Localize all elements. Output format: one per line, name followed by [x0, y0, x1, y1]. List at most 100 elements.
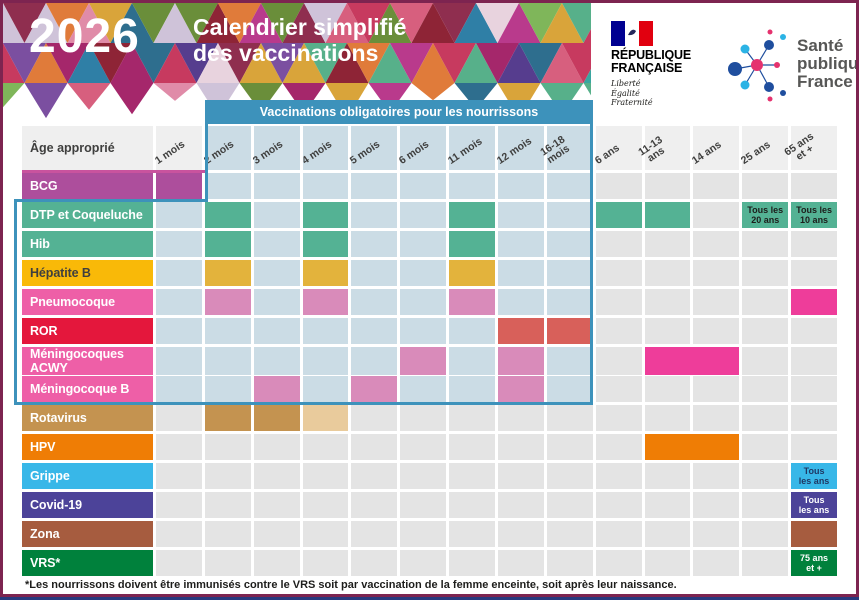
empty-cell — [498, 521, 544, 547]
row-label: HPV — [22, 434, 153, 460]
empty-cell — [400, 434, 447, 460]
empty-cell — [595, 376, 642, 402]
empty-cell — [351, 260, 398, 286]
empty-cell — [693, 492, 740, 518]
empty-cell — [156, 347, 202, 375]
empty-cell — [351, 492, 398, 518]
empty-cell — [742, 289, 789, 315]
dose-cell: Tous les ans — [791, 463, 837, 489]
row-label: Hépatite B — [22, 260, 153, 286]
empty-cell — [498, 492, 544, 518]
dose-cell: Tous les 10 ans — [791, 202, 837, 228]
empty-cell — [546, 405, 593, 431]
empty-cell — [351, 231, 398, 257]
empty-cell — [498, 173, 544, 199]
column-header-label: 11 mois — [445, 135, 485, 167]
empty-cell — [546, 173, 593, 199]
row-label: VRS* — [22, 550, 153, 576]
obligatory-vaccines-banner: Vaccinations obligatoires pour les nourr… — [205, 100, 593, 124]
row-label: Grippe — [22, 463, 153, 489]
empty-cell — [791, 173, 837, 199]
dose-cell — [546, 318, 593, 344]
table-row: Méningocoques ACWY — [22, 347, 837, 375]
empty-cell — [400, 492, 447, 518]
column-header: 2 mois — [202, 126, 251, 170]
empty-cell — [498, 260, 544, 286]
empty-cell — [546, 289, 593, 315]
empty-cell — [742, 231, 789, 257]
dose-cell: Tous les 20 ans — [742, 202, 789, 228]
column-header-label: 5 mois — [348, 138, 383, 167]
rf-name-line2: FRANÇAISE — [611, 61, 683, 75]
obligatory-box-border-step-horizontal — [14, 199, 208, 202]
empty-cell — [156, 260, 202, 286]
dose-cell — [302, 260, 349, 286]
empty-cell — [204, 376, 251, 402]
spf-name: Santé publique France — [797, 36, 859, 91]
empty-cell — [449, 521, 495, 547]
empty-cell — [546, 376, 593, 402]
obligatory-box-border-left — [14, 199, 17, 405]
empty-cell — [253, 231, 300, 257]
dose-cell — [498, 318, 544, 344]
empty-cell — [400, 202, 447, 228]
empty-cell — [546, 260, 593, 286]
empty-cell — [156, 202, 202, 228]
empty-cell — [253, 202, 300, 228]
empty-cell — [498, 231, 544, 257]
dose-cell: 75 ans et + — [791, 550, 837, 576]
empty-cell — [791, 434, 837, 460]
empty-cell — [302, 347, 349, 375]
empty-cell — [791, 260, 837, 286]
dose-cell — [400, 347, 447, 375]
empty-cell — [400, 231, 447, 257]
table-row: Méningocoque B — [22, 376, 837, 402]
empty-cell — [204, 173, 251, 199]
table-row: BCG — [22, 173, 837, 199]
empty-cell — [742, 434, 789, 460]
empty-cell — [302, 492, 349, 518]
column-header-label: 12 mois — [494, 135, 534, 167]
column-header: 1 mois — [153, 126, 202, 170]
empty-cell — [546, 231, 593, 257]
empty-cell — [449, 173, 495, 199]
empty-cell — [253, 550, 300, 576]
empty-cell — [742, 550, 789, 576]
empty-cell — [400, 521, 447, 547]
empty-cell — [204, 521, 251, 547]
empty-cell — [546, 434, 593, 460]
dose-cell — [302, 231, 349, 257]
empty-cell — [204, 318, 251, 344]
empty-cell — [351, 463, 398, 489]
empty-cell — [595, 405, 642, 431]
empty-cell — [253, 260, 300, 286]
dose-cell — [302, 289, 349, 315]
table-row: ROR — [22, 318, 837, 344]
rf-name-line1: RÉPUBLIQUE — [611, 48, 691, 62]
french-flag-icon — [611, 21, 653, 46]
row-label: Zona — [22, 521, 153, 547]
empty-cell — [253, 347, 300, 375]
page-title: Calendrier simplifié des vaccinations — [193, 14, 406, 66]
empty-cell — [204, 550, 251, 576]
column-header: 6 ans — [592, 126, 642, 170]
empty-cell — [595, 260, 642, 286]
column-header-label: 6 ans — [592, 141, 622, 167]
empty-cell — [742, 376, 789, 402]
empty-cell — [253, 434, 300, 460]
column-header-label: 65 ans et + — [782, 130, 817, 163]
empty-cell — [546, 463, 593, 489]
empty-cell — [546, 521, 593, 547]
row-label: ROR — [22, 318, 153, 344]
column-header: 65 ans et + — [782, 126, 837, 170]
dose-cell — [449, 289, 495, 315]
empty-cell — [595, 550, 642, 576]
empty-cell — [742, 492, 789, 518]
empty-cell — [302, 376, 349, 402]
year-label: 2026 — [29, 10, 140, 63]
empty-cell — [693, 463, 740, 489]
empty-cell — [156, 289, 202, 315]
empty-cell — [595, 434, 642, 460]
empty-cell — [449, 550, 495, 576]
table-rows: BCG DTP et Coqueluche Tous les 20 ans Tous … — [22, 173, 837, 576]
